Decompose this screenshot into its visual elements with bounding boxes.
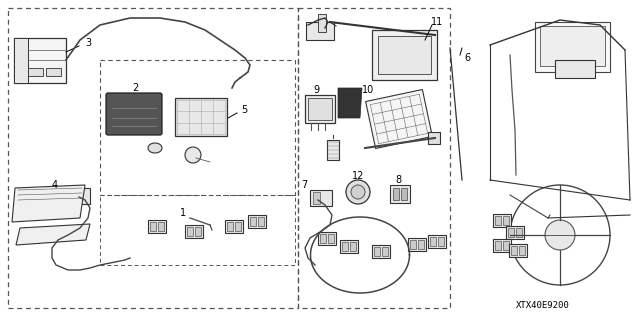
- Bar: [495, 241, 501, 250]
- Bar: [493, 239, 511, 252]
- Bar: [250, 217, 256, 226]
- Bar: [408, 238, 426, 251]
- Bar: [305, 95, 335, 123]
- Bar: [100, 195, 295, 265]
- Bar: [320, 234, 326, 243]
- Bar: [148, 220, 166, 233]
- Text: 5: 5: [241, 105, 247, 115]
- Bar: [428, 132, 440, 144]
- Text: XTX40E9200: XTX40E9200: [516, 300, 570, 309]
- Polygon shape: [16, 224, 90, 245]
- Bar: [342, 242, 348, 251]
- Bar: [372, 245, 390, 258]
- Bar: [318, 14, 326, 32]
- Bar: [555, 60, 595, 78]
- Bar: [150, 222, 156, 231]
- Bar: [374, 247, 380, 256]
- Bar: [318, 232, 336, 245]
- Bar: [68, 188, 90, 204]
- Text: 1: 1: [180, 208, 186, 218]
- Text: 3: 3: [85, 38, 91, 48]
- Text: 11: 11: [431, 17, 443, 27]
- Circle shape: [346, 180, 370, 204]
- Text: 6: 6: [464, 53, 470, 63]
- Bar: [100, 60, 295, 195]
- Polygon shape: [12, 185, 85, 222]
- Bar: [382, 247, 388, 256]
- Bar: [185, 225, 203, 238]
- Text: 8: 8: [395, 175, 401, 185]
- Bar: [350, 242, 356, 251]
- Bar: [393, 188, 399, 200]
- Circle shape: [545, 220, 575, 250]
- Bar: [298, 8, 450, 308]
- Bar: [235, 222, 241, 231]
- Bar: [535, 22, 610, 72]
- Bar: [506, 226, 524, 239]
- Bar: [378, 36, 431, 74]
- Text: 4: 4: [52, 180, 58, 190]
- Bar: [503, 241, 509, 250]
- Bar: [14, 38, 28, 83]
- Bar: [248, 215, 266, 228]
- Bar: [327, 140, 339, 160]
- Bar: [14, 38, 66, 83]
- Bar: [195, 227, 201, 236]
- Bar: [328, 234, 334, 243]
- Bar: [493, 214, 511, 227]
- Bar: [68, 195, 76, 204]
- Bar: [340, 240, 358, 253]
- Bar: [508, 228, 514, 237]
- Text: 9: 9: [313, 85, 319, 95]
- Bar: [509, 244, 527, 257]
- Bar: [390, 185, 410, 203]
- Text: 7: 7: [301, 180, 307, 190]
- Bar: [540, 26, 605, 66]
- Bar: [313, 192, 320, 204]
- Bar: [227, 222, 233, 231]
- Bar: [511, 246, 517, 255]
- Bar: [401, 188, 407, 200]
- Bar: [503, 216, 509, 225]
- FancyBboxPatch shape: [106, 93, 162, 135]
- Bar: [365, 90, 433, 149]
- Bar: [187, 227, 193, 236]
- Bar: [430, 237, 436, 246]
- Bar: [258, 217, 264, 226]
- Bar: [225, 220, 243, 233]
- Bar: [438, 237, 444, 246]
- Bar: [519, 246, 525, 255]
- Ellipse shape: [148, 143, 162, 153]
- Bar: [418, 240, 424, 249]
- Bar: [175, 98, 227, 136]
- Bar: [495, 216, 501, 225]
- Text: 2: 2: [132, 83, 138, 93]
- Bar: [306, 22, 334, 40]
- Bar: [158, 222, 164, 231]
- Bar: [428, 235, 446, 248]
- Bar: [372, 30, 437, 80]
- Bar: [8, 8, 298, 308]
- Bar: [308, 98, 332, 120]
- Circle shape: [351, 185, 365, 199]
- Bar: [28, 68, 43, 76]
- Bar: [516, 228, 522, 237]
- Text: 10: 10: [362, 85, 374, 95]
- Bar: [410, 240, 416, 249]
- Circle shape: [185, 147, 201, 163]
- Polygon shape: [338, 88, 362, 118]
- Bar: [310, 190, 332, 206]
- Bar: [46, 68, 61, 76]
- Text: 12: 12: [352, 171, 364, 181]
